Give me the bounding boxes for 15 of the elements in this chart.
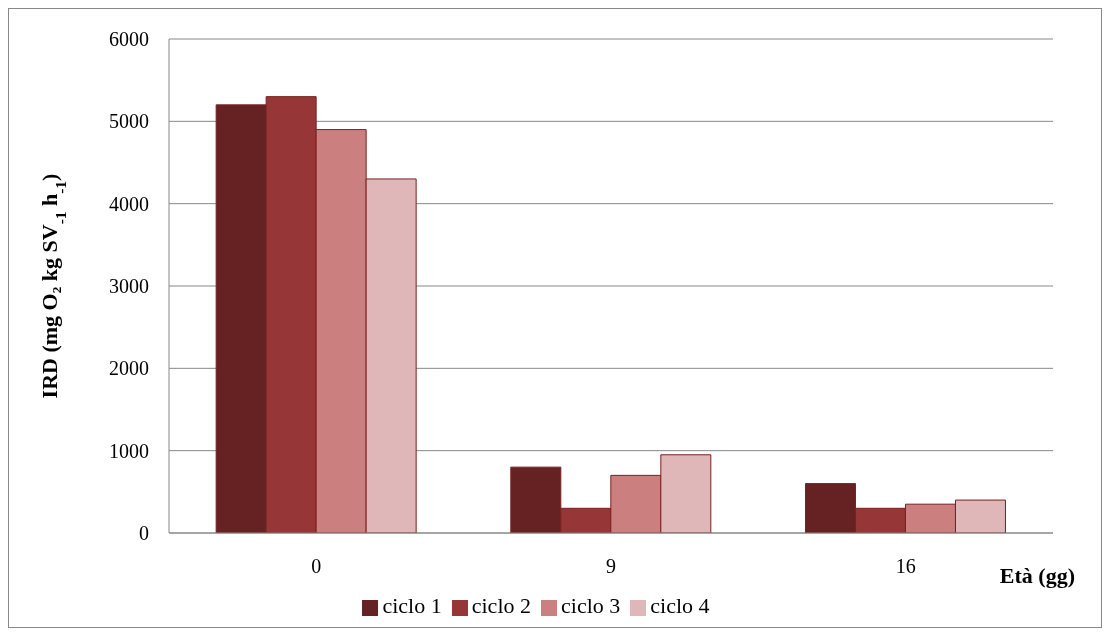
y-tick-label: 5000 xyxy=(109,110,149,133)
x-axis-title: Età (gg) xyxy=(999,563,1075,588)
y-tick-label: 0 xyxy=(139,522,149,545)
y-tick-label: 6000 xyxy=(109,28,149,51)
y-tick-label: 2000 xyxy=(109,357,149,380)
y-tick-label: 1000 xyxy=(109,439,149,462)
y-tick-label: 4000 xyxy=(109,192,149,215)
legend-label: ciclo 2 xyxy=(471,593,531,618)
y-tick-label: 3000 xyxy=(109,275,149,298)
legend-label: ciclo 4 xyxy=(650,593,710,618)
x-tick-label: 0 xyxy=(311,555,322,578)
legend-label: ciclo 3 xyxy=(561,593,621,618)
legend-label: ciclo 1 xyxy=(382,593,442,618)
x-tick-label: 16 xyxy=(895,555,916,578)
x-tick-label: 9 xyxy=(606,555,616,578)
